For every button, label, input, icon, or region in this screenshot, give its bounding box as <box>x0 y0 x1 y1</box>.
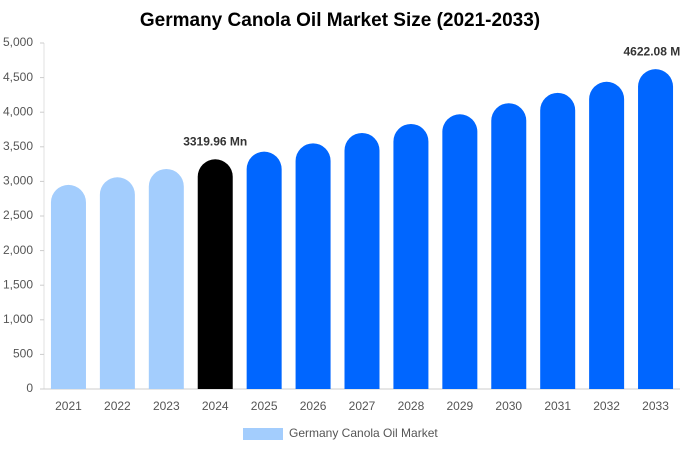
y-tick-label: 3,500 <box>3 139 33 153</box>
y-tick-label: 1,000 <box>3 312 33 326</box>
y-tick-label: 4,000 <box>3 104 33 118</box>
x-tick-label: 2025 <box>251 399 278 413</box>
y-tick-label: 500 <box>13 347 33 361</box>
chart-title: Germany Canola Oil Market Size (2021-203… <box>140 10 540 31</box>
x-tick-label: 2024 <box>202 399 229 413</box>
x-tick-label: 2022 <box>104 399 131 413</box>
y-tick-label: 3,000 <box>3 174 33 188</box>
bar <box>491 103 527 389</box>
x-tick-label: 2027 <box>349 399 376 413</box>
value-label: 3319.96 Mn <box>183 134 247 148</box>
x-tick-label: 2030 <box>495 399 522 413</box>
bar <box>148 168 184 389</box>
value-label: 4622.08 Mn <box>624 44 680 58</box>
y-tick-label: 2,000 <box>3 243 33 257</box>
bar <box>295 143 331 389</box>
bar <box>197 159 233 389</box>
bar <box>246 151 282 389</box>
legend-swatch <box>243 428 283 440</box>
x-tick-label: 2028 <box>398 399 425 413</box>
y-tick-label: 5,000 <box>3 35 33 49</box>
x-tick-label: 2032 <box>593 399 620 413</box>
x-tick-label: 2021 <box>55 399 82 413</box>
bar <box>99 177 135 389</box>
bar <box>50 184 86 389</box>
bar <box>638 69 674 389</box>
bar <box>540 92 576 389</box>
x-tick-label: 2031 <box>544 399 571 413</box>
legend-label: Germany Canola Oil Market <box>289 426 438 440</box>
bar <box>589 81 625 389</box>
bar <box>393 123 429 390</box>
y-tick-label: 2,500 <box>3 208 33 222</box>
x-tick-label: 2033 <box>642 399 669 413</box>
x-tick-label: 2029 <box>446 399 473 413</box>
y-tick-label: 4,500 <box>3 70 33 84</box>
y-tick-label: 1,500 <box>3 277 33 291</box>
bar <box>344 132 380 389</box>
bar <box>442 114 478 390</box>
x-tick-label: 2023 <box>153 399 180 413</box>
y-tick-label: 0 <box>26 381 33 395</box>
x-tick-label: 2026 <box>300 399 327 413</box>
